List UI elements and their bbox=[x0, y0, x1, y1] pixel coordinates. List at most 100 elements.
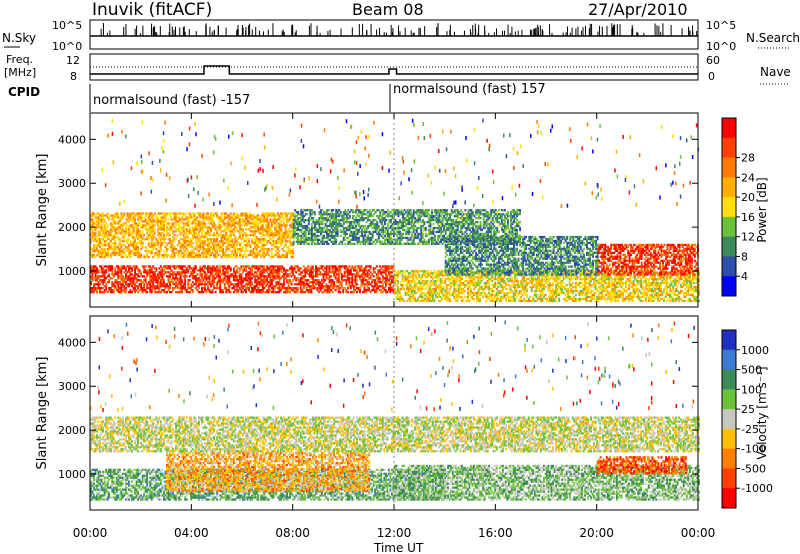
heatmap-cell bbox=[174, 254, 176, 256]
heatmap-cell bbox=[319, 235, 321, 237]
heatmap-cell bbox=[180, 230, 182, 232]
heatmap-cell bbox=[206, 256, 208, 258]
heatmap-cell bbox=[341, 273, 343, 275]
heatmap-cell bbox=[154, 232, 156, 234]
heatmap-cell bbox=[269, 228, 271, 230]
heatmap-cell bbox=[209, 244, 211, 246]
heatmap-cell bbox=[181, 289, 183, 291]
heatmap-cell bbox=[117, 246, 119, 248]
heatmap-cell bbox=[157, 244, 159, 246]
heatmap-cell bbox=[244, 252, 246, 254]
heatmap-cell bbox=[385, 289, 387, 291]
heatmap-cell bbox=[301, 289, 303, 291]
heatmap-cell bbox=[154, 236, 156, 238]
heatmap-cell bbox=[265, 238, 267, 240]
heatmap-cell bbox=[408, 233, 410, 235]
heatmap-cell bbox=[117, 214, 119, 216]
heatmap-cell bbox=[368, 273, 370, 275]
heatmap-cell bbox=[263, 252, 265, 254]
heatmap-cell bbox=[355, 227, 357, 229]
heatmap-cell bbox=[105, 228, 107, 230]
heatmap-cell bbox=[148, 238, 150, 240]
heatmap-cell bbox=[337, 227, 339, 229]
heatmap-cell bbox=[283, 283, 285, 285]
heatmap-cell bbox=[131, 269, 133, 271]
heatmap-cell bbox=[136, 265, 138, 267]
heatmap-cell bbox=[209, 289, 211, 291]
heatmap-cell bbox=[196, 289, 198, 291]
heatmap-cell bbox=[203, 220, 205, 222]
heatmap-cell bbox=[120, 291, 122, 293]
heatmap-cell bbox=[346, 233, 348, 235]
heatmap-cell bbox=[262, 254, 264, 256]
heatmap-cell bbox=[107, 224, 109, 226]
heatmap-cell bbox=[175, 224, 177, 226]
heatmap-cell bbox=[331, 227, 333, 229]
heatmap-cell bbox=[237, 291, 239, 293]
heatmap-cell bbox=[279, 275, 281, 277]
heatmap-cell bbox=[386, 291, 388, 293]
freq-panel: Freq. [MHz] 12 8 60 0 Nave bbox=[4, 53, 791, 84]
heatmap-cell bbox=[239, 252, 241, 254]
freq-tick-high: 12 bbox=[66, 54, 80, 67]
heatmap-cell bbox=[282, 214, 284, 216]
heatmap-cell bbox=[95, 214, 97, 216]
heatmap-cell bbox=[203, 246, 205, 248]
heatmap-cell bbox=[203, 244, 205, 246]
heatmap-cell bbox=[297, 211, 299, 213]
heatmap-cell bbox=[389, 283, 391, 285]
heatmap-cell bbox=[373, 241, 375, 243]
heatmap-cell bbox=[95, 265, 97, 267]
heatmap-cell bbox=[139, 222, 141, 224]
heatmap-cell bbox=[203, 230, 205, 232]
heatmap-cell bbox=[241, 267, 243, 269]
heatmap-cell bbox=[339, 269, 341, 271]
heatmap-cell bbox=[265, 285, 267, 287]
heatmap-cell bbox=[171, 228, 173, 230]
heatmap-cell bbox=[142, 216, 144, 218]
heatmap-cell bbox=[308, 227, 310, 229]
heatmap-cell bbox=[367, 275, 369, 277]
heatmap-cell bbox=[219, 244, 221, 246]
heatmap-cell bbox=[405, 225, 407, 227]
heatmap-cell bbox=[385, 283, 387, 285]
heatmap-cell bbox=[367, 227, 369, 229]
heatmap-cell bbox=[311, 209, 313, 211]
heatmap-cell bbox=[158, 254, 160, 256]
heatmap-cell bbox=[231, 230, 233, 232]
heatmap-cell bbox=[119, 281, 121, 283]
heatmap-cell bbox=[272, 220, 274, 222]
heatmap-cell bbox=[120, 254, 122, 256]
heatmap-cell bbox=[292, 256, 294, 258]
heatmap-cell bbox=[111, 277, 113, 279]
heatmap-cell bbox=[384, 217, 386, 219]
heatmap-cell bbox=[234, 273, 236, 275]
heatmap-cell bbox=[314, 225, 316, 227]
heatmap-cell bbox=[111, 269, 113, 271]
heatmap-cell bbox=[122, 228, 124, 230]
heatmap-cell bbox=[380, 273, 382, 275]
heatmap-cell bbox=[196, 216, 198, 218]
heatmap-cell bbox=[203, 212, 205, 214]
heatmap-cell bbox=[222, 291, 224, 293]
heatmap-cell bbox=[323, 265, 325, 267]
heatmap-cell bbox=[142, 242, 144, 244]
heatmap-cell bbox=[166, 291, 168, 293]
heatmap-cell bbox=[367, 217, 369, 219]
heatmap-cell bbox=[184, 281, 186, 283]
heatmap-cell bbox=[297, 233, 299, 235]
heatmap-cell bbox=[213, 214, 215, 216]
heatmap-cell bbox=[210, 222, 212, 224]
heatmap-cell bbox=[107, 236, 109, 238]
heatmap-cell bbox=[271, 254, 273, 256]
heatmap-cell bbox=[242, 246, 244, 248]
heatmap-cell bbox=[231, 220, 233, 222]
heatmap-cell bbox=[348, 283, 350, 285]
heatmap-cell bbox=[294, 217, 296, 219]
heatmap-cell bbox=[142, 236, 144, 238]
heatmap-cell bbox=[251, 283, 253, 285]
heatmap-cell bbox=[379, 211, 381, 213]
heatmap-cell bbox=[262, 224, 264, 226]
